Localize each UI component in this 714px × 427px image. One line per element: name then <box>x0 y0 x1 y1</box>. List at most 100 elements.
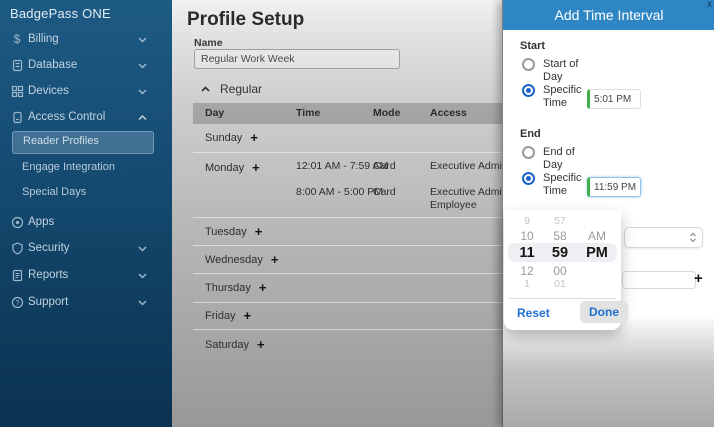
reset-button[interactable]: Reset <box>517 306 550 320</box>
radio-selected-icon <box>522 84 535 97</box>
table-row: Friday + <box>193 303 502 330</box>
sidebar-item-label: Access Control <box>28 111 106 123</box>
day-label: Monday <box>205 161 245 174</box>
profile-name-input[interactable] <box>194 49 400 69</box>
radio-unselected-icon <box>522 146 535 159</box>
chevron-down-icon <box>137 270 148 281</box>
time-wheel-picker: 9 57 10 58 AM 11 59 PM 12 00 1 01 Reset … <box>504 210 628 330</box>
picker-hour: 1 <box>524 278 530 290</box>
chevron-down-icon <box>137 34 148 45</box>
day-label: Sunday <box>205 131 243 144</box>
end-of-day-radio[interactable]: End of Day <box>522 146 591 172</box>
start-of-day-radio[interactable]: Start of Day <box>522 58 591 84</box>
sidebar-subitem-special-days[interactable]: Special Days <box>22 186 87 198</box>
table-row: Thursday + <box>193 274 502 303</box>
add-interval-button[interactable]: + <box>258 280 267 295</box>
mode-select[interactable] <box>624 227 703 248</box>
sidebar-item-label: Reports <box>28 269 69 281</box>
apps-icon <box>10 215 24 229</box>
sidebar-item-label: Security <box>28 242 70 254</box>
database-icon <box>10 58 24 72</box>
table-row: Saturday + <box>193 330 502 358</box>
add-interval-button[interactable]: + <box>270 252 279 267</box>
picker-hour: 9 <box>524 215 530 227</box>
add-interval-button[interactable]: + <box>252 160 260 175</box>
picker-meridiem: AM <box>588 229 606 243</box>
chevron-down-icon <box>137 60 148 71</box>
chevron-up-icon <box>137 112 148 123</box>
svg-text:?: ? <box>15 300 19 307</box>
chevron-down-icon <box>137 243 148 254</box>
day-label: Saturday <box>205 338 250 351</box>
end-specific-time-radio[interactable]: Specific Time <box>522 172 591 198</box>
sidebar-subitem-reader-profiles[interactable]: Reader Profiles <box>12 131 154 154</box>
header-time: Time <box>296 107 321 119</box>
close-icon[interactable]: x <box>707 0 712 10</box>
main-content: Profile Setup Name Regular Day Time Mode… <box>172 0 502 427</box>
chevron-down-icon <box>137 86 148 97</box>
sidebar-item-label: Apps <box>28 216 55 228</box>
table-row: Wednesday + <box>193 246 502 274</box>
sidebar-item-support[interactable]: ? Support <box>0 293 172 311</box>
picker-hour: 12 <box>520 264 534 278</box>
chevron-down-icon <box>137 297 148 308</box>
picker-divider <box>509 298 616 299</box>
day-cell: Friday + <box>205 309 251 322</box>
sidebar-subitem-label: Reader Profiles <box>23 135 99 147</box>
add-interval-button[interactable]: + <box>250 130 258 145</box>
access-input[interactable] <box>622 271 696 289</box>
sidebar-subitem-engage-integration[interactable]: Engage Integration <box>22 161 115 173</box>
done-button[interactable]: Done <box>580 301 628 323</box>
header-access: Access <box>430 107 467 119</box>
table-row: Monday + 12:01 AM - 7:59 AM Card Executi… <box>193 153 502 218</box>
start-time-input[interactable] <box>587 89 641 109</box>
picker-hour: 11 <box>519 245 535 261</box>
shield-icon <box>10 241 24 255</box>
sidebar-item-label: Support <box>28 296 69 308</box>
select-stepper-icon <box>689 231 697 244</box>
entry-access: Executive Admin <box>430 186 502 198</box>
sidebar-item-devices[interactable]: Devices <box>0 82 172 100</box>
app-brand: BadgePass ONE <box>10 6 111 21</box>
entry-access: Executive Admin <box>430 160 502 172</box>
radio-label: Specific Time <box>543 84 582 110</box>
picker-minute: 57 <box>554 215 566 227</box>
section-label: Regular <box>220 82 263 96</box>
sidebar-item-reports[interactable]: Reports <box>0 266 172 284</box>
entry-mode: Card <box>373 186 396 198</box>
picker-minute: 00 <box>553 264 567 278</box>
add-interval-button[interactable]: + <box>243 308 252 323</box>
sidebar-item-apps[interactable]: Apps <box>0 213 172 231</box>
end-time-input[interactable] <box>587 177 641 197</box>
picker-minute: 59 <box>551 245 569 261</box>
sidebar: BadgePass ONE $ Billing Database Devices… <box>0 0 172 427</box>
regular-section-toggle[interactable]: Regular <box>200 82 262 96</box>
day-cell: Saturday + <box>205 338 265 351</box>
report-document-icon <box>10 268 24 282</box>
sidebar-item-billing[interactable]: $ Billing <box>0 30 172 48</box>
sidebar-item-access-control[interactable]: Access Control <box>0 108 172 126</box>
picker-hour: 10 <box>520 229 534 243</box>
sidebar-item-label: Database <box>28 59 78 71</box>
picker-meridiem: PM <box>586 245 608 261</box>
add-interval-button[interactable]: + <box>257 337 265 352</box>
modal-header: Add Time Interval x <box>503 0 714 30</box>
access-card-icon <box>10 110 24 124</box>
add-interval-button[interactable]: + <box>254 224 263 239</box>
table-row: Tuesday + <box>193 218 502 246</box>
page-title: Profile Setup <box>187 9 305 30</box>
start-specific-time-radio[interactable]: Specific Time <box>522 84 591 110</box>
add-time-interval-modal: Add Time Interval x Start Start of Day S… <box>502 0 714 427</box>
add-access-button[interactable]: + <box>694 270 703 287</box>
radio-selected-icon <box>522 172 535 185</box>
day-label: Friday <box>205 309 236 322</box>
entry-mode: Card <box>373 160 396 172</box>
entry-time: 12:01 AM - 7:59 AM <box>296 160 389 172</box>
sidebar-item-database[interactable]: Database <box>0 56 172 74</box>
modal-title: Add Time Interval <box>554 7 664 23</box>
day-label: Wednesday <box>205 253 263 266</box>
sidebar-item-security[interactable]: Security <box>0 239 172 257</box>
day-cell: Tuesday + <box>205 225 262 238</box>
picker-minute: 58 <box>553 229 567 243</box>
start-group-label: Start <box>520 40 546 52</box>
